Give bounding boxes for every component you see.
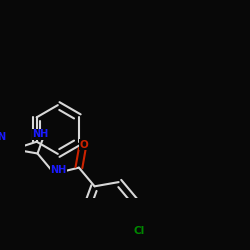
Text: Cl: Cl	[134, 226, 145, 236]
Text: NH: NH	[50, 165, 66, 175]
Text: O: O	[79, 140, 88, 150]
Text: NH: NH	[32, 130, 48, 140]
Text: N: N	[0, 132, 6, 142]
